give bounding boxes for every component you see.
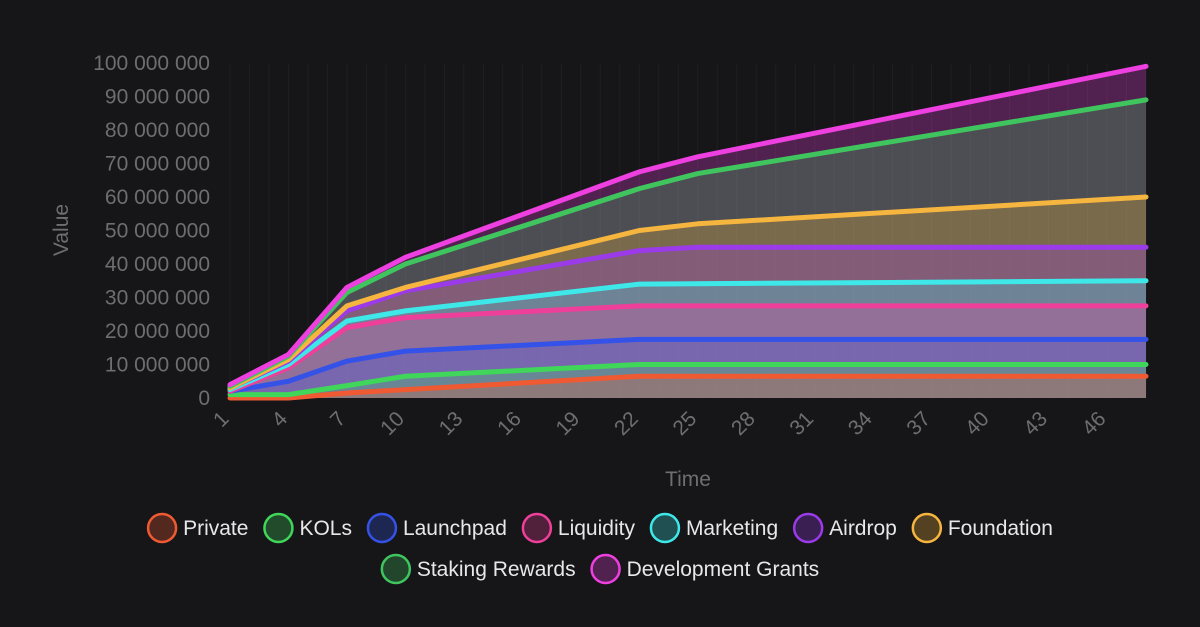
y-tick-label: 80 000 000 bbox=[105, 119, 210, 142]
legend-item-development-grants[interactable]: Development Grants bbox=[590, 553, 820, 585]
legend-label: Foundation bbox=[948, 517, 1053, 540]
y-tick-label: 100 000 000 bbox=[93, 52, 210, 75]
y-axis-ticks: 0 10 000 000 20 000 000 30 000 000 40 000 00… bbox=[93, 52, 210, 410]
x-tick-label: 1 bbox=[209, 407, 234, 432]
x-tick-label: 46 bbox=[1078, 407, 1111, 440]
y-tick-label: 90 000 000 bbox=[105, 86, 210, 109]
legend-swatch bbox=[590, 553, 621, 585]
legend-swatch bbox=[911, 512, 943, 544]
legend-label: Airdrop bbox=[829, 517, 897, 540]
y-tick-label: 60 000 000 bbox=[105, 186, 210, 209]
legend-label: KOLs bbox=[299, 517, 352, 540]
x-tick-label: 22 bbox=[610, 407, 643, 440]
line-launchpad bbox=[227, 336, 1149, 394]
x-tick-label: 7 bbox=[326, 407, 351, 432]
x-tick-label: 34 bbox=[844, 407, 877, 440]
legend-swatch bbox=[792, 512, 824, 544]
line-marketing bbox=[227, 278, 1149, 393]
legend-item-foundation[interactable]: Foundation bbox=[911, 512, 1053, 544]
area-private bbox=[230, 376, 1146, 398]
x-axis-title: Time bbox=[665, 468, 711, 491]
legend-item-airdrop[interactable]: Airdrop bbox=[792, 512, 897, 544]
y-tick-label: 20 000 000 bbox=[105, 320, 210, 343]
legend-swatch bbox=[380, 553, 412, 585]
y-tick-label: 40 000 000 bbox=[105, 253, 210, 276]
y-tick-label: 0 bbox=[198, 387, 210, 410]
x-tick-label: 31 bbox=[785, 407, 818, 440]
legend: Private KOLs Launchpad Liquidity Marketing Ai… bbox=[146, 512, 1053, 585]
legend-item-marketing[interactable]: Marketing bbox=[649, 512, 778, 544]
x-axis-ticks: 1 4 7 10 13 16 19 22 25 28 31 34 37 40 43 46 bbox=[209, 407, 1111, 440]
x-tick-label: 25 bbox=[668, 407, 701, 440]
legend-swatch bbox=[263, 512, 294, 544]
y-tick-label: 30 000 000 bbox=[105, 287, 210, 310]
legend-label: Development Grants bbox=[627, 558, 820, 581]
legend-label: Liquidity bbox=[558, 517, 636, 540]
legend-swatch bbox=[146, 512, 178, 544]
x-tick-label: 16 bbox=[493, 407, 526, 440]
x-tick-label: 43 bbox=[1019, 407, 1052, 440]
x-tick-label: 19 bbox=[552, 407, 585, 440]
legend-item-private[interactable]: Private bbox=[146, 512, 248, 544]
legend-item-liquidity[interactable]: Liquidity bbox=[521, 512, 636, 544]
legend-item-launchpad[interactable]: Launchpad bbox=[366, 512, 507, 544]
line-kols bbox=[227, 362, 1149, 398]
legend-item-staking-rewards[interactable]: Staking Rewards bbox=[380, 553, 576, 585]
line-development-grants bbox=[227, 63, 1149, 388]
legend-label: Staking Rewards bbox=[417, 558, 576, 581]
legend-item-kols[interactable]: KOLs bbox=[263, 512, 352, 544]
y-axis-title: Value bbox=[50, 204, 73, 256]
x-tick-label: 37 bbox=[902, 407, 935, 440]
line-foundation bbox=[227, 194, 1149, 391]
legend-swatch bbox=[649, 512, 681, 544]
x-tick-label: 4 bbox=[267, 407, 292, 432]
x-tick-label: 10 bbox=[376, 407, 409, 440]
x-tick-label: 28 bbox=[727, 407, 760, 440]
series-lines bbox=[227, 63, 1149, 401]
area-airdrop bbox=[230, 247, 1146, 398]
area-kols bbox=[230, 364, 1146, 398]
x-tick-label: 13 bbox=[435, 407, 468, 440]
line-liquidity bbox=[227, 303, 1149, 394]
legend-label: Marketing bbox=[686, 517, 778, 540]
area-fills bbox=[230, 66, 1146, 398]
legend-swatch bbox=[366, 512, 398, 544]
x-tick-label: 40 bbox=[961, 407, 994, 440]
area-launchpad bbox=[230, 339, 1146, 398]
y-tick-label: 10 000 000 bbox=[105, 354, 210, 377]
legend-label: Private bbox=[183, 517, 248, 540]
y-tick-label: 50 000 000 bbox=[105, 220, 210, 243]
grid bbox=[229, 63, 1147, 398]
legend-swatch bbox=[521, 512, 553, 544]
legend-label: Launchpad bbox=[403, 517, 507, 540]
y-tick-label: 70 000 000 bbox=[105, 153, 210, 176]
line-private bbox=[227, 373, 1149, 401]
